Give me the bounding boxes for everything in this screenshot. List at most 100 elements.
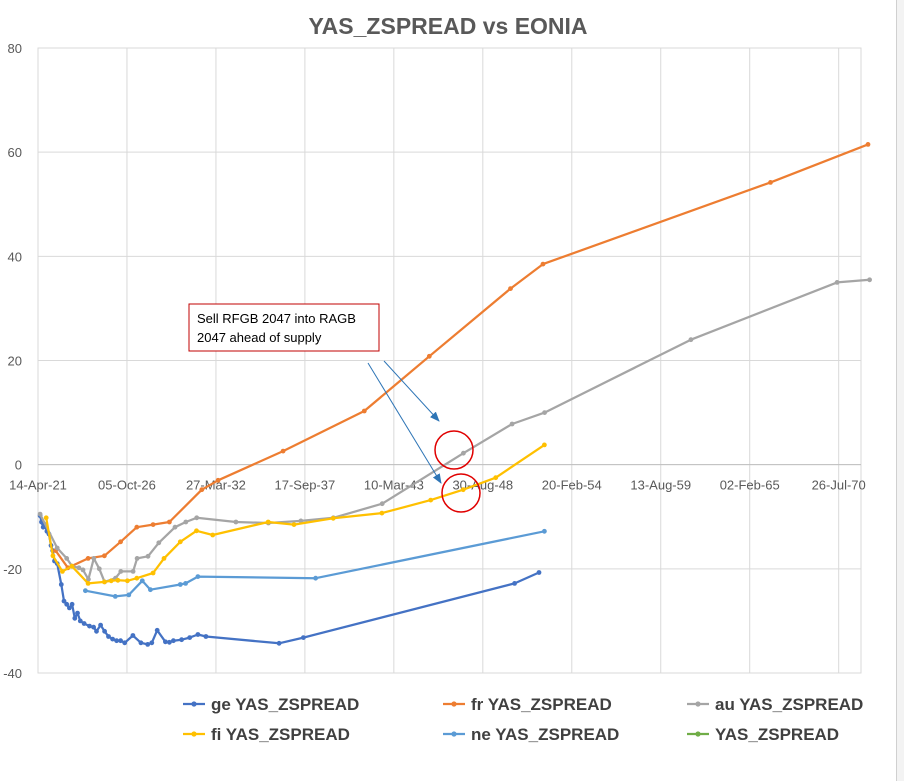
y-tick-label: 40 — [8, 249, 22, 264]
data-point — [122, 640, 128, 646]
data-point — [265, 519, 271, 525]
data-point — [91, 624, 96, 630]
legend-label: fr YAS_ZSPREAD — [471, 695, 612, 714]
data-point — [865, 142, 871, 147]
series-5 — [83, 528, 547, 599]
data-point — [156, 540, 162, 546]
series-line — [45, 443, 546, 585]
x-tick-label: 05-Oct-26 — [98, 478, 156, 493]
data-point — [102, 553, 107, 559]
data-point — [108, 578, 114, 584]
data-point — [199, 487, 205, 493]
data-point — [426, 353, 432, 359]
data-point — [112, 594, 118, 599]
data-point — [215, 477, 221, 483]
data-point — [60, 569, 65, 574]
data-point — [150, 522, 156, 527]
data-point — [118, 638, 123, 644]
data-point — [177, 582, 183, 587]
data-point — [542, 410, 547, 415]
data-point — [183, 519, 189, 525]
annotation-arrow — [367, 362, 442, 484]
data-point — [203, 634, 209, 639]
data-point — [80, 567, 86, 573]
data-point — [76, 565, 82, 571]
data-point — [69, 601, 75, 607]
window-edge-strip — [897, 0, 904, 781]
data-point — [194, 515, 200, 521]
data-point — [280, 448, 286, 454]
data-point — [96, 566, 102, 572]
legend-label: ne YAS_ZSPREAD — [471, 725, 619, 744]
data-point — [98, 622, 103, 628]
legend-item: fi YAS_ZSPREAD — [183, 725, 350, 744]
annotation-text: 2047 ahead of supply — [197, 330, 322, 345]
data-point — [138, 640, 144, 646]
data-point — [85, 581, 91, 586]
data-point — [428, 497, 434, 503]
legend-item: ge YAS_ZSPREAD — [183, 695, 359, 714]
annotation-arrow — [383, 360, 440, 422]
data-point — [118, 569, 124, 574]
data-point — [69, 563, 75, 569]
data-point — [54, 545, 60, 551]
y-tick-label: -20 — [3, 562, 22, 577]
window-right-edge — [896, 0, 904, 781]
annotation-text: Sell RFGB 2047 into RAGB — [197, 311, 356, 326]
data-point — [183, 581, 189, 586]
data-point — [298, 518, 304, 524]
x-tick-label: 13-Aug-59 — [630, 478, 691, 493]
legend-label: au YAS_ZSPREAD — [715, 695, 863, 714]
data-point — [195, 574, 201, 579]
data-point — [64, 601, 70, 607]
legend-swatch-marker — [451, 731, 457, 737]
legend-item: ne YAS_ZSPREAD — [443, 725, 619, 744]
data-point — [540, 261, 546, 267]
data-point — [179, 637, 185, 643]
legend-item: au YAS_ZSPREAD — [687, 695, 863, 714]
data-point — [379, 501, 385, 507]
data-point — [536, 570, 542, 575]
data-point — [512, 581, 517, 586]
data-point — [171, 638, 176, 644]
data-point — [102, 628, 107, 634]
data-point — [148, 587, 153, 593]
data-point — [83, 588, 88, 594]
data-point — [72, 615, 78, 621]
series-4 — [43, 442, 547, 586]
data-point — [50, 553, 56, 559]
data-point — [106, 634, 111, 639]
data-point — [291, 522, 297, 527]
legend-label: YAS_ZSPREAD — [715, 725, 839, 744]
data-point — [461, 450, 466, 456]
data-point — [85, 556, 91, 561]
x-tick-label: 10-Mar-43 — [364, 478, 424, 493]
x-tick-label: 26-Jul-70 — [812, 478, 866, 493]
data-point — [195, 632, 201, 637]
annotation-box — [188, 303, 380, 352]
series-line — [54, 143, 869, 569]
series-line — [85, 530, 545, 598]
data-point — [834, 280, 840, 285]
data-point — [361, 408, 367, 414]
data-point — [43, 515, 49, 521]
data-point — [81, 621, 87, 626]
data-point — [867, 277, 872, 283]
data-point — [102, 579, 107, 585]
legend-swatch-marker — [695, 701, 701, 707]
data-point — [110, 636, 115, 642]
data-point — [172, 524, 178, 530]
data-point — [118, 539, 123, 545]
data-point — [94, 628, 99, 634]
data-point — [330, 515, 336, 521]
data-point — [114, 638, 119, 644]
data-point — [688, 337, 694, 343]
legend-swatch-marker — [191, 731, 197, 737]
data-point — [86, 576, 91, 582]
legend-label: ge YAS_ZSPREAD — [211, 695, 359, 714]
data-point — [210, 532, 216, 538]
data-point — [91, 556, 97, 561]
y-tick-label: 60 — [8, 145, 22, 160]
data-point — [233, 519, 239, 525]
